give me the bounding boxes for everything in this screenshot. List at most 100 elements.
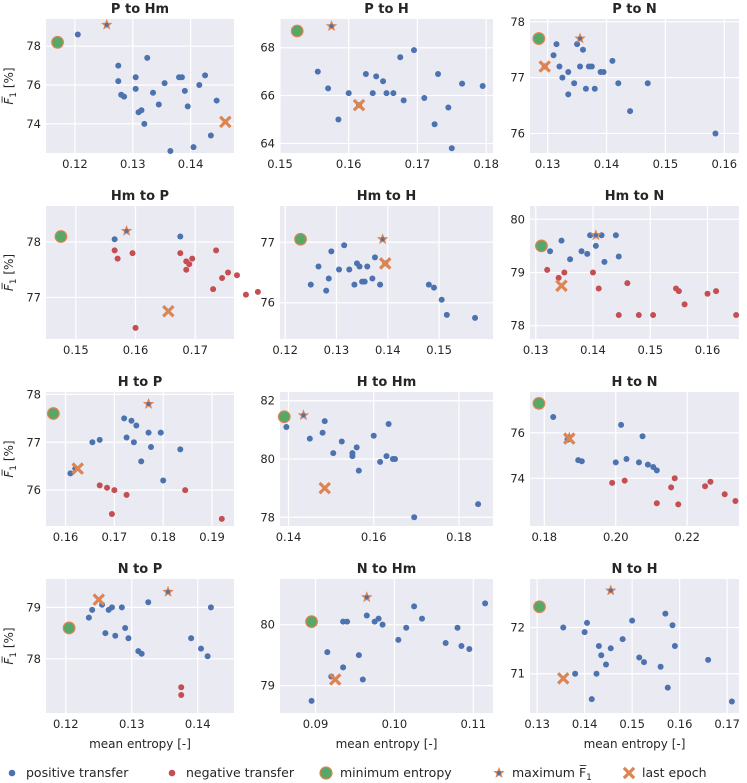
last-epoch-point <box>318 481 331 495</box>
positive-point <box>397 54 404 61</box>
negative-point <box>114 255 121 262</box>
x-tick-label: 0.15 <box>426 343 452 357</box>
positive-point <box>479 83 486 89</box>
positive-point <box>204 653 211 660</box>
positive-point <box>425 281 432 288</box>
positive-point <box>85 614 92 621</box>
positive-point <box>207 604 214 611</box>
min-entropy-point <box>532 32 546 45</box>
panel-7: 0.14 0.16 0.18 78 80 82 H to Hm <box>260 375 493 544</box>
positive-point <box>395 636 402 643</box>
positive-point <box>445 104 452 111</box>
positive-point <box>111 236 118 243</box>
positive-point <box>421 94 428 101</box>
y-tick-label: 76 <box>510 126 525 140</box>
positive-point <box>319 429 326 436</box>
positive-point <box>147 444 154 451</box>
x-axis-label: mean entropy [-] <box>584 737 686 751</box>
positive-point <box>323 287 330 294</box>
panel-background <box>530 579 739 713</box>
positive-point <box>430 284 437 291</box>
negative-point <box>668 484 675 491</box>
y-tick-label: 68 <box>260 41 275 55</box>
panel-4: 0.12 0.13 0.14 0.15 76 77 Hm to H <box>260 189 493 357</box>
x-tick-label: 0.16 <box>711 157 737 171</box>
x-tick-label: 0.13 <box>535 157 561 171</box>
positive-point <box>636 654 643 661</box>
positive-point <box>559 74 566 81</box>
positive-point <box>67 470 74 477</box>
positive-point <box>338 438 345 445</box>
panel-background <box>280 206 493 339</box>
negative-point <box>254 288 261 295</box>
panel-title: P to N <box>612 2 657 17</box>
positive-point <box>411 514 418 521</box>
positive-point <box>574 41 581 48</box>
positive-point <box>556 63 563 70</box>
positive-point <box>592 242 599 249</box>
positive-point <box>601 258 608 265</box>
negative-point <box>132 324 139 331</box>
positive-point <box>593 670 600 677</box>
positive-point <box>315 263 322 270</box>
positive-point <box>448 145 455 152</box>
positive-point <box>584 250 591 257</box>
positive-point <box>641 659 647 666</box>
y-axis-label-symbol: F̅ <box>1 282 16 291</box>
x-tick-label: 0.12 <box>272 343 298 357</box>
positive-point <box>377 281 384 288</box>
last-epoch-point <box>563 432 576 445</box>
x-tick-label: 0.14 <box>375 343 401 357</box>
positive-point <box>335 116 342 123</box>
positive-point <box>671 643 678 649</box>
positive-point <box>572 670 579 677</box>
positive-point <box>383 90 390 97</box>
positive-point <box>560 624 567 631</box>
y-tick-label: 80 <box>510 212 525 226</box>
x-tick-label: 0.15 <box>267 157 293 171</box>
negative-point <box>123 491 130 498</box>
positive-point <box>353 444 360 451</box>
positive-point <box>373 73 380 80</box>
negative-point <box>675 288 682 295</box>
y-tick-label: 78 <box>26 39 41 53</box>
y-tick-label: 77 <box>26 435 41 449</box>
x-tick-label: 0.16 <box>123 343 149 357</box>
positive-point <box>612 459 619 466</box>
panel-10: 0.09 0.10 0.11 79 80 N to Hm <box>260 562 493 731</box>
x-tick-label: 0.15 <box>653 157 679 171</box>
legend-positive-label: positive transfer <box>26 765 129 780</box>
x-tick-label: 0.17 <box>182 343 208 357</box>
positive-point <box>454 624 461 631</box>
min-entropy-point <box>532 396 546 410</box>
positive-point <box>466 646 473 653</box>
positive-point <box>705 656 712 663</box>
positive-point <box>341 242 348 249</box>
positive-point <box>553 41 560 48</box>
positive-point <box>565 91 572 98</box>
positive-point <box>359 676 366 683</box>
positive-point <box>364 263 371 270</box>
positive-point <box>138 458 145 465</box>
x-tick-label: 0.16 <box>667 717 693 731</box>
positive-point <box>587 232 594 239</box>
positive-point <box>121 415 128 422</box>
x-tick-label: 0.14 <box>185 717 211 731</box>
positive-point <box>571 80 578 87</box>
positive-point <box>598 232 605 239</box>
panel-title: H to P <box>118 375 163 390</box>
positive-point <box>662 610 669 617</box>
y-axis-label-unit: [%] <box>2 440 16 465</box>
negative-point <box>189 255 196 262</box>
min-entropy-point <box>290 24 304 38</box>
x-tick-label: 0.17 <box>405 157 431 171</box>
y-axis-label-unit: [%] <box>2 67 16 92</box>
max-f1-point-center <box>146 401 151 406</box>
positive-point <box>155 101 162 108</box>
positive-point <box>584 619 590 626</box>
negative-point <box>589 269 596 276</box>
y-tick-label: 79 <box>510 266 525 280</box>
negative-point <box>233 272 240 279</box>
panel-2: 0.13 0.14 0.15 0.16 76 77 78 P to N <box>510 2 739 171</box>
positive-point <box>340 664 347 671</box>
